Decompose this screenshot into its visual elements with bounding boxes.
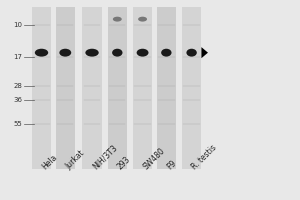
Text: 36: 36 — [13, 97, 22, 103]
Ellipse shape — [112, 49, 122, 57]
FancyBboxPatch shape — [82, 7, 102, 169]
FancyBboxPatch shape — [32, 7, 51, 169]
FancyBboxPatch shape — [157, 7, 176, 169]
Text: Jurkat: Jurkat — [64, 149, 86, 171]
Text: F9: F9 — [165, 158, 178, 171]
Polygon shape — [201, 47, 208, 58]
Text: 10: 10 — [13, 22, 22, 28]
FancyBboxPatch shape — [182, 7, 201, 169]
FancyBboxPatch shape — [133, 7, 152, 169]
Ellipse shape — [186, 49, 197, 57]
Ellipse shape — [59, 49, 71, 57]
Text: 293: 293 — [116, 154, 132, 171]
Ellipse shape — [113, 17, 122, 22]
Text: NIH/3T3: NIH/3T3 — [91, 143, 119, 171]
FancyBboxPatch shape — [108, 7, 127, 169]
Text: SW480: SW480 — [141, 146, 167, 171]
Text: Hela: Hela — [40, 152, 59, 171]
Ellipse shape — [35, 49, 48, 57]
FancyBboxPatch shape — [56, 7, 75, 169]
Ellipse shape — [138, 17, 147, 22]
Text: 28: 28 — [13, 83, 22, 89]
Ellipse shape — [136, 49, 148, 57]
Ellipse shape — [161, 49, 172, 57]
Text: R. testis: R. testis — [190, 143, 218, 171]
Text: 55: 55 — [14, 121, 22, 127]
Text: 17: 17 — [13, 54, 22, 60]
Ellipse shape — [85, 49, 99, 57]
